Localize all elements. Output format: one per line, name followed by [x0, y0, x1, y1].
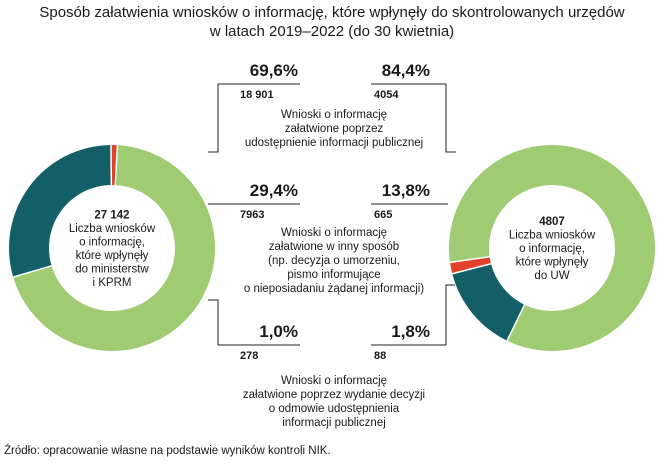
- percent-label: 1,0%: [259, 322, 298, 341]
- center-caption-line: Liczba wniosków: [69, 223, 156, 235]
- count-label: 7963: [240, 209, 264, 221]
- slice-other-right: [452, 263, 525, 341]
- category-label-line: załatwione w inny sposób: [269, 241, 399, 253]
- slice-public-left: [13, 145, 215, 351]
- percent-label: 1,8%: [391, 322, 430, 341]
- center-caption-line: o informację,: [519, 243, 585, 255]
- category-label-line: Wnioski o informację: [281, 227, 387, 239]
- center-caption-line: i KPRM: [93, 277, 132, 289]
- count-label: 278: [240, 350, 258, 362]
- center-caption-line: do UW: [534, 270, 569, 282]
- value-label-other-right: 13,8% 665: [371, 181, 430, 221]
- count-label: 665: [374, 209, 392, 221]
- slice-public-right: [449, 144, 655, 351]
- category-label-line: (np. decyzja o umorzeniu,: [268, 255, 400, 267]
- value-label-public-left: 69,6% 18 901: [237, 61, 300, 101]
- category-label-line: załatwione poprzez wydanie decyzji: [243, 389, 425, 401]
- connector-right-refusal: [371, 284, 455, 346]
- center-caption-line: do ministerstw: [75, 263, 149, 275]
- chart-title: Sposób załatwienia wniosków o informację…: [0, 3, 664, 41]
- category-label-line: o nieposiadaniu żądanej informacji): [244, 283, 424, 295]
- category-label-refusal: Wnioski o informację załatwione poprzez w…: [243, 375, 425, 429]
- slice-separator: [506, 304, 526, 342]
- slice-separator: [452, 263, 492, 275]
- count-label: 4054: [374, 89, 399, 101]
- percent-label: 13,8%: [382, 181, 430, 200]
- center-total-value: 27 142: [94, 209, 129, 221]
- center-caption-line: Liczba wniosków: [509, 230, 596, 242]
- center-total-value: 4807: [539, 216, 565, 228]
- connector-left-public: [208, 83, 237, 153]
- category-label-public: Wnioski o informację załatwione poprzez ud…: [245, 109, 423, 149]
- connector-lines: [208, 83, 456, 346]
- slice-separator: [114, 145, 119, 186]
- chart-title-line1: Sposób załatwienia wniosków o informację…: [39, 4, 625, 21]
- category-label-line: pismo informujące: [287, 269, 380, 281]
- center-caption-line: o informację,: [79, 236, 145, 248]
- slice-separator: [449, 256, 490, 264]
- count-label: 88: [374, 350, 386, 362]
- slice-other-left: [8, 145, 112, 278]
- chart-title-line2: w latach 2019–2022 (do 30 kwietnia): [209, 23, 455, 40]
- category-label-line: Wnioski o informację: [281, 109, 387, 121]
- category-label-line: udostępnienie informacji publicznej: [245, 137, 423, 149]
- source-note: Źródło: opracowanie własne na podstawie …: [4, 445, 331, 457]
- percent-label: 29,4%: [250, 181, 298, 200]
- slice-separator: [12, 265, 52, 278]
- connector-right-public: [371, 83, 456, 153]
- value-label-refusal-left: 1,0%278: [237, 322, 300, 362]
- percent-label: 84,4%: [382, 61, 430, 80]
- center-caption-line: które wpłynęły: [76, 250, 149, 262]
- category-label-line: o odmowie udostępnienia: [269, 403, 400, 415]
- connector-left-refusal: [208, 299, 237, 346]
- value-label-public-right: 84,4% 4054: [371, 61, 430, 101]
- category-label-line: informacji publicznej: [282, 417, 386, 429]
- percent-label: 69,6%: [250, 61, 298, 80]
- value-label-refusal-right: 1,8% 88: [371, 322, 430, 362]
- category-label-line: załatwione poprzez: [285, 123, 384, 135]
- count-label: 18 901: [240, 89, 274, 101]
- value-label-other-left: 29,4% 7963: [237, 181, 300, 221]
- category-label-other: Wnioski o informację załatwione w inny sp…: [244, 227, 424, 295]
- category-label-line: Wnioski o informację: [281, 375, 387, 387]
- center-caption-line: które wpłynęły: [516, 257, 589, 269]
